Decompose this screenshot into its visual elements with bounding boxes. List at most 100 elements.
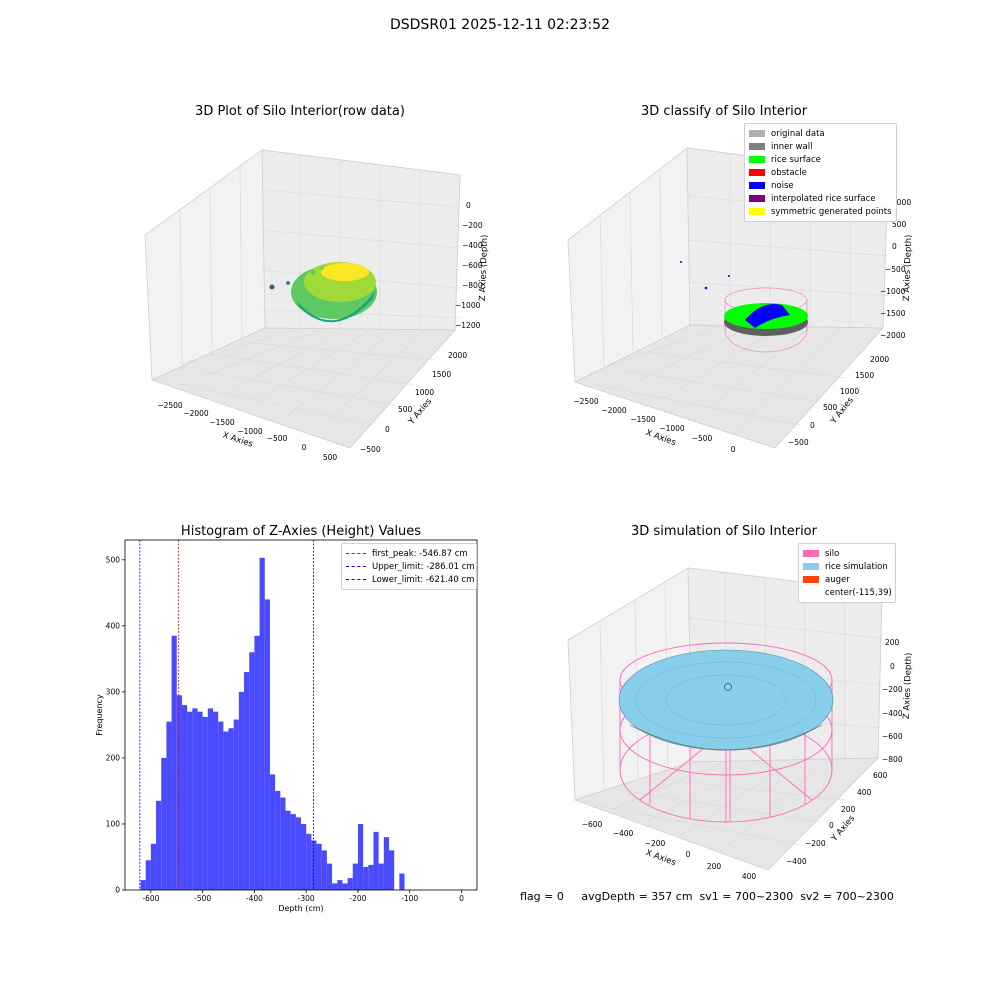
- histogram-bar: [373, 831, 379, 890]
- classify-ztick: −2000: [880, 331, 906, 340]
- simulation-legend: silo rice simulation auger center(-115,3…: [798, 543, 896, 603]
- simulation-ztick: −600: [882, 732, 903, 741]
- classify-ytick: 1500: [855, 371, 874, 380]
- legend-item-symmetric: symmetric generated points: [749, 205, 892, 218]
- histogram-bar: [249, 652, 255, 890]
- raw-ytick: 1500: [432, 370, 451, 379]
- legend-item-first-peak: first_peak: -546.87 cm: [346, 547, 472, 560]
- legend-swatch: [749, 182, 765, 189]
- raw-ztick: −800: [462, 281, 483, 290]
- legend-label: Upper_limit: -286.01 cm: [372, 561, 475, 572]
- histogram-bar: [306, 833, 312, 890]
- histogram-bar: [269, 774, 276, 890]
- classify-ztick: 500: [892, 220, 907, 229]
- status-line: flag = 0 avgDepth = 357 cm sv1 = 700~230…: [520, 890, 894, 903]
- histogram-bar: [259, 557, 265, 890]
- classify-xtick: 0: [731, 445, 736, 454]
- legend-item-rice-surface: rice surface: [749, 153, 892, 166]
- classify-legend: original data inner wall rice surface ob…: [744, 123, 897, 222]
- histogram-bar: [156, 800, 162, 890]
- histogram-bar: [383, 837, 389, 890]
- histogram-xtick-label: -600: [142, 894, 159, 903]
- simulation-ztick: 200: [885, 638, 900, 647]
- raw-xtick: −2000: [183, 409, 209, 418]
- histogram-bar: [399, 873, 405, 890]
- simulation-xtick: −200: [645, 839, 666, 848]
- classify-ztick: 0: [892, 242, 897, 251]
- simulation-xtick: 0: [686, 850, 691, 859]
- legend-swatch: [749, 143, 765, 150]
- legend-swatch: [749, 169, 765, 176]
- simulation-ztick: −800: [882, 755, 903, 764]
- histogram-frame: [124, 539, 478, 891]
- histogram-ytick-label: 500: [106, 555, 121, 564]
- raw-xtick: −1500: [209, 418, 235, 427]
- simulation-rice: [618, 649, 834, 751]
- legend-line: [346, 579, 366, 580]
- classify-ztick: 1000: [892, 198, 911, 207]
- simulation-xtick: −400: [613, 829, 634, 838]
- histogram-bar: [352, 863, 358, 890]
- simulation-ztick: 0: [890, 662, 895, 671]
- histogram-bar: [280, 797, 286, 890]
- histogram-bar: [150, 843, 157, 890]
- raw-plot-title: 3D Plot of Silo Interior(row data): [195, 104, 405, 119]
- classify-ytick: 500: [823, 403, 838, 412]
- histogram-bar: [223, 731, 229, 890]
- simulation-xtick: −600: [582, 820, 603, 829]
- histogram-bar: [181, 705, 188, 890]
- histogram-ylabel: Frequency: [95, 694, 104, 736]
- histogram-bar: [187, 711, 193, 890]
- histogram-bar: [244, 672, 250, 890]
- legend-label: inner wall: [771, 141, 813, 152]
- legend-label: rice surface: [771, 154, 821, 165]
- histogram-bar: [202, 716, 208, 890]
- legend-item-noise: noise: [749, 179, 892, 192]
- histogram-bar: [264, 599, 270, 890]
- legend-label: center(-115,39): [825, 587, 892, 598]
- simulation-3d-plot: −600 −400 −200 0 200 400 −400 −200 0 200…: [567, 567, 914, 881]
- raw-xtick: −500: [267, 434, 288, 443]
- histogram-bar: [326, 863, 333, 890]
- histogram-xtick-label: 0: [459, 894, 464, 903]
- classify-xtick: −2500: [573, 397, 599, 406]
- legend-label: noise: [771, 180, 794, 191]
- histogram-xtick-label: -500: [194, 894, 211, 903]
- legend-label: first_peak: -546.87 cm: [372, 548, 468, 559]
- histogram-bar: [166, 721, 172, 890]
- histogram-bar: [207, 708, 213, 890]
- legend-label: original data: [771, 128, 825, 139]
- histogram-bar: [161, 757, 167, 890]
- histogram-bar: [316, 843, 322, 890]
- simulation-ytick: 200: [841, 805, 856, 814]
- raw-zlabel: Z Axies (Depth): [478, 234, 490, 301]
- histogram-bar: [301, 823, 307, 890]
- histogram-bar: [337, 880, 343, 890]
- histogram-bar: [192, 708, 198, 890]
- legend-label: Lower_limit: -621.40 cm: [372, 574, 475, 585]
- simulation-ztick: −400: [882, 709, 903, 718]
- legend-label: auger: [825, 574, 850, 585]
- histogram-bar: [321, 850, 327, 890]
- legend-swatch: [803, 550, 819, 557]
- simulation-xtick: 400: [742, 872, 757, 881]
- histogram-ytick-label: 200: [106, 753, 121, 762]
- histogram-bar: [290, 814, 296, 890]
- figure-title: DSDSR01 2025-12-11 02:23:52: [389, 17, 610, 33]
- histogram-xtick-label: -100: [401, 894, 418, 903]
- raw-ztick: −400: [462, 241, 483, 250]
- histogram-bar: [176, 695, 182, 890]
- histogram-bar: [332, 883, 338, 890]
- simulation-ztick: −200: [882, 685, 903, 694]
- simulation-xlabel: X Axies: [644, 848, 677, 868]
- legend-item-center: center(-115,39): [803, 586, 892, 599]
- classify-plot-title: 3D classify of Silo Interior: [640, 104, 808, 119]
- classify-ytick: 1000: [840, 387, 859, 396]
- histogram-bar: [233, 719, 239, 890]
- raw-ytick: 0: [385, 425, 390, 434]
- histogram-bar: [228, 728, 234, 890]
- raw-ztick: −1200: [455, 321, 481, 330]
- histogram-bar: [389, 850, 395, 890]
- histogram-bar: [368, 864, 374, 890]
- raw-ztick: 0: [466, 201, 471, 210]
